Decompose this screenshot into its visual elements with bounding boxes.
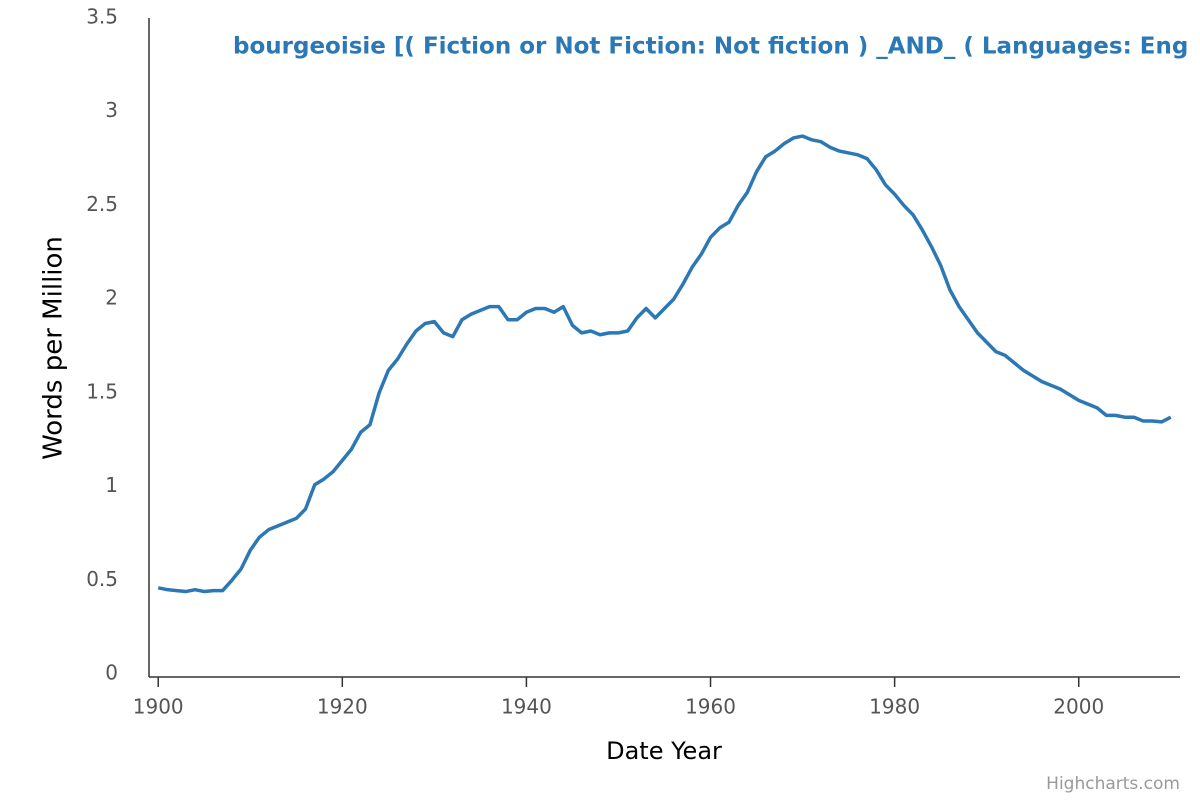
x-tick-label: 1920 [317, 695, 368, 719]
x-tick-label: 1900 [133, 695, 184, 719]
y-tick-label: 0 [105, 661, 118, 685]
y-tick-label: 0.5 [86, 567, 118, 591]
x-tick-label: 2000 [1053, 695, 1104, 719]
y-tick-label: 3 [105, 98, 118, 122]
y-tick-label: 2 [105, 286, 118, 310]
series-line [157, 134, 1172, 594]
x-tick-label: 1980 [869, 695, 920, 719]
y-tick-label: 2.5 [86, 192, 118, 216]
chart-title: bourgeoisie [( Fiction or Not Fiction: N… [233, 34, 1188, 60]
credits[interactable]: Highcharts.com [1046, 774, 1180, 794]
x-tick-label: 1940 [501, 695, 552, 719]
y-tick-label: 3.5 [86, 5, 118, 29]
x-axis-label: Date Year [606, 737, 722, 765]
x-tick-label: 1960 [685, 695, 736, 719]
y-tick-label: 1.5 [86, 379, 118, 403]
y-tick-label: 1 [105, 473, 118, 497]
y-axis-label: Words per Million [39, 236, 69, 460]
